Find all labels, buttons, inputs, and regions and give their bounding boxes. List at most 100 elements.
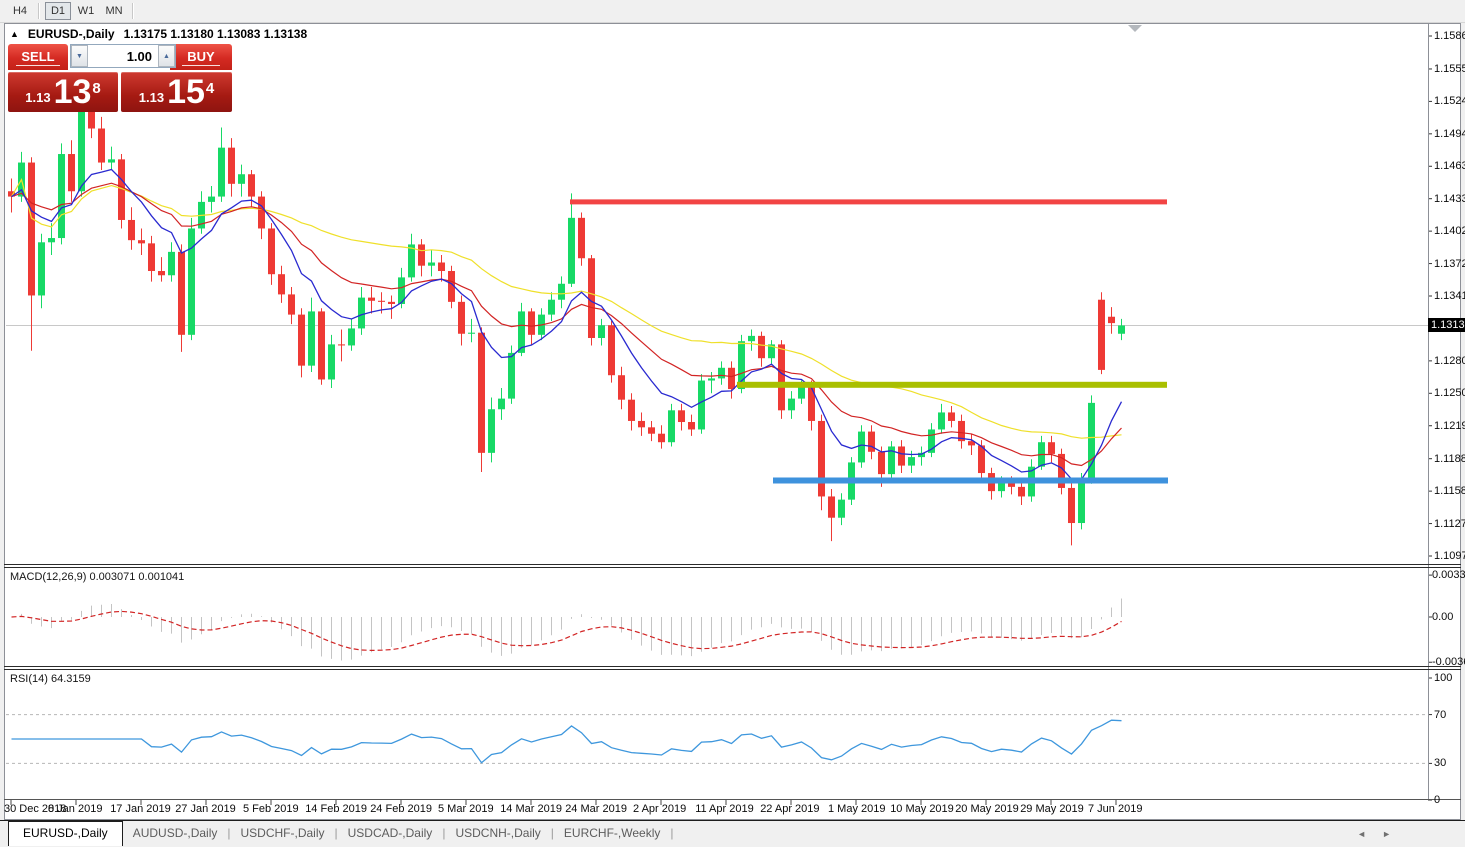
macd-axis-label: 0.00 — [1432, 611, 1454, 623]
time-axis-label: 11 Apr 2019 — [695, 803, 754, 815]
volume-increase-button[interactable]: ▲ — [158, 45, 175, 67]
tab-separator: | — [442, 826, 446, 840]
tab-separator: | — [670, 826, 674, 840]
tab-audusd-daily[interactable]: AUDUSD-,Daily — [132, 826, 218, 840]
time-axis-label: 22 Apr 2019 — [760, 803, 820, 815]
macd-label: MACD(12,26,9) 0.003071 0.001041 — [10, 571, 185, 583]
sell-price-big: 13 — [53, 73, 92, 111]
window-bottom-frame — [0, 820, 1465, 821]
price-axis-label: 1.11580 — [1434, 485, 1465, 498]
macd-axis-label: -0.003664 — [1432, 656, 1465, 669]
sell-button[interactable]: SELL — [8, 44, 68, 70]
timeframe-button-w1[interactable]: W1 — [77, 5, 95, 17]
time-axis-label: 14 Feb 2019 — [305, 803, 367, 815]
pivot-hline[interactable] — [737, 381, 1167, 388]
time-axis-label: 10 May 2019 — [890, 803, 954, 815]
tab-separator: | — [334, 826, 338, 840]
price-axis-label: 1.12500 — [1434, 387, 1465, 400]
current-price-tag: 1.13138 — [1428, 318, 1465, 333]
rsi-axis-label: 30 — [1434, 757, 1447, 770]
chart-title: ▲ EURUSD-,Daily 1.13175 1.13180 1.13083 … — [10, 27, 307, 41]
timeframe-button-h4[interactable]: H4 — [12, 5, 28, 17]
volume-decrease-button[interactable]: ▼ — [71, 45, 88, 67]
macd-axis-label: 0.003392 — [1432, 569, 1465, 582]
price-axis-label: 1.14025 — [1434, 225, 1465, 238]
toolbar-separator — [38, 3, 40, 19]
sell-price-display[interactable]: 1.13 13 8 — [8, 72, 118, 112]
time-axis-label: 24 Mar 2019 — [565, 803, 627, 815]
rsi-axis-label: 70 — [1434, 708, 1447, 721]
price-axis-label: 1.15860 — [1434, 30, 1465, 42]
timeframe-button-mn[interactable]: MN — [105, 5, 123, 17]
time-axis-label: 5 Feb 2019 — [243, 803, 299, 815]
time-axis-label: 30 Dec 2018 — [4, 803, 67, 815]
price-axis-label: 1.15550 — [1434, 62, 1465, 75]
macd-panel-separator[interactable] — [4, 564, 1461, 565]
timeframe-button-d1[interactable]: D1 — [45, 2, 71, 20]
sell-price-sup: 8 — [92, 79, 101, 97]
rsi-axis-label: 0 — [1434, 794, 1441, 806]
buy-price-big: 15 — [167, 73, 205, 111]
buy-button[interactable]: BUY — [170, 44, 232, 70]
time-axis-line — [4, 799, 1461, 800]
time-axis-label: 2 Apr 2019 — [633, 803, 687, 815]
rsi-panel-separator-inner — [4, 669, 1461, 670]
tab-usdchf-daily[interactable]: USDCHF-,Daily — [240, 826, 325, 840]
buy-price-sup: 4 — [205, 79, 215, 97]
rsi-label: RSI(14) 64.3159 — [10, 673, 91, 685]
tab-usdcad-daily[interactable]: USDCAD-,Daily — [347, 826, 433, 840]
price-axis-label: 1.13720 — [1434, 257, 1465, 270]
price-axis-label: 1.13415 — [1434, 290, 1465, 302]
price-axis-divider — [1428, 24, 1429, 800]
price-axis-label: 1.14940 — [1434, 127, 1465, 140]
support-hline[interactable] — [773, 477, 1168, 484]
macd-panel-separator-inner — [4, 567, 1461, 568]
volume-stepper: ▼ ▲ — [70, 44, 176, 68]
resistance-hline[interactable] — [570, 199, 1167, 205]
chevron-down-icon: ▼ — [76, 52, 83, 60]
chart-tab-bar: EURUSD-,Daily AUDUSD-,Daily | USDCHF-,Daily… — [0, 821, 1465, 847]
price-axis-label: 1.14635 — [1434, 160, 1465, 173]
time-axis-label: 29 May 2019 — [1020, 803, 1084, 815]
scroll-to-end-marker[interactable] — [1128, 25, 1142, 32]
sell-price-prefix: 1.13 — [25, 89, 51, 105]
buy-price-display[interactable]: 1.13 15 4 — [121, 72, 232, 112]
buy-price-prefix: 1.13 — [138, 89, 165, 105]
time-axis-label: 1 May 2019 — [828, 803, 886, 815]
tab-scroll-right-icon[interactable]: ► — [1382, 829, 1407, 839]
tab-scroll-arrows: ◄► — [1357, 829, 1407, 839]
tab-scroll-left-icon[interactable]: ◄ — [1357, 829, 1383, 839]
price-axis-label: 1.14330 — [1434, 192, 1465, 205]
rsi-axis-label: 100 — [1434, 672, 1453, 684]
time-axis-label: 24 Feb 2019 — [370, 803, 432, 815]
price-axis-label: 1.11275 — [1434, 517, 1465, 530]
price-axis-label: 1.12195 — [1434, 419, 1465, 432]
rsi-panel-separator[interactable] — [4, 666, 1461, 667]
timeframe-toolbar: H4 D1 W1 MN — [0, 0, 1465, 23]
chart-ohlc-values: 1.13175 1.13180 1.13083 1.13138 — [123, 27, 308, 41]
price-axis-label: 1.10970 — [1434, 550, 1465, 562]
chart-symbol-label: EURUSD-,Daily — [27, 27, 115, 41]
collapse-icon[interactable]: ▲ — [10, 29, 19, 39]
price-axis-label: 1.11885 — [1434, 452, 1465, 465]
time-axis-label: 14 Mar 2019 — [500, 803, 562, 815]
time-axis-label: 8 Jan 2019 — [48, 803, 103, 815]
tab-separator: | — [227, 826, 231, 840]
one-click-trading-panel: SELL BUY ▼ ▲ 1.13 13 8 1.13 15 4 — [8, 44, 232, 112]
chart-window — [4, 23, 1461, 820]
tab-eurusd-daily[interactable]: EURUSD-,Daily — [8, 821, 123, 846]
time-axis-label: 27 Jan 2019 — [175, 803, 236, 815]
chevron-up-icon: ▲ — [163, 52, 170, 60]
volume-input[interactable] — [88, 45, 158, 67]
time-axis-label: 7 Jun 2019 — [1088, 803, 1143, 815]
tab-usdcnh-daily[interactable]: USDCNH-,Daily — [455, 826, 541, 840]
price-axis-label: 1.12805 — [1434, 354, 1465, 367]
toolbar-separator — [132, 3, 134, 19]
tab-separator: | — [550, 826, 554, 840]
price-axis-label: 1.15245 — [1434, 95, 1465, 108]
time-axis-label: 5 Mar 2019 — [438, 803, 494, 815]
tab-eurchf-weekly[interactable]: EURCHF-,Weekly — [563, 826, 661, 840]
time-axis-label: 17 Jan 2019 — [110, 803, 171, 815]
